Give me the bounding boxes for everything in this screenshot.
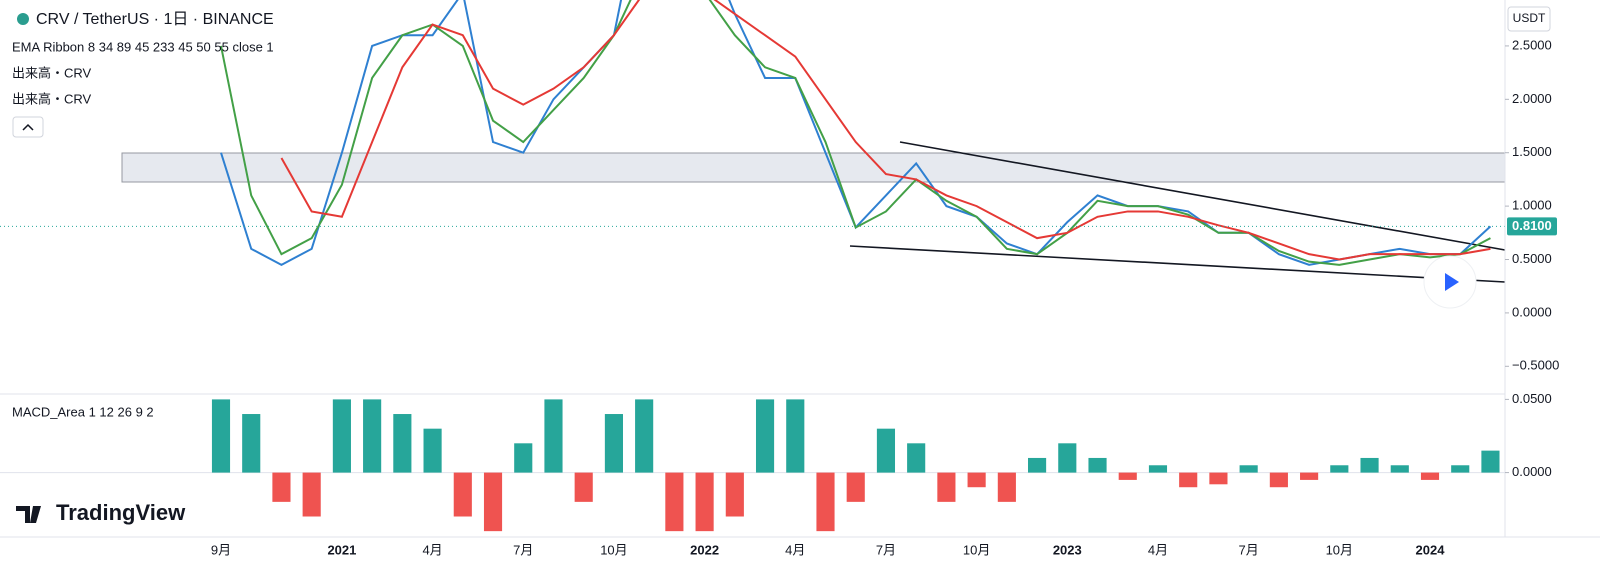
macd-bar [786,399,805,473]
x-tick-label: 4月 [1148,542,1168,557]
brand-logo [16,506,41,523]
macd-bar [816,472,835,532]
macd-bar [725,472,744,517]
macd-bar [332,399,351,473]
x-tick-label: 7月 [1239,542,1259,557]
macd-bar [1058,443,1077,473]
macd-bar [1088,457,1107,473]
currency-button[interactable] [1507,6,1551,32]
drawings [121,141,1506,283]
macd-bar [242,414,261,473]
macd-bar [1269,472,1288,488]
macd-bar [1330,465,1349,473]
macd-bar [272,472,291,502]
y-tick-label: 0.5000 [1512,251,1552,266]
x-tick-label: 10月 [600,542,627,557]
macd-bar [665,472,684,532]
macd-bar [1360,457,1379,473]
macd-bar [423,428,442,473]
macd-bar [1300,472,1319,480]
macd-bar [1179,472,1198,488]
y-tick-label: −0.5000 [1512,358,1559,373]
x-tick-label: 9月 [211,542,231,557]
x-tick-label: 2024 [1416,542,1446,557]
x-tick-label: 2021 [327,542,356,557]
play-icon [1445,273,1459,291]
macd-bar [937,472,956,502]
macd-label: MACD_Area 1 12 26 9 2 [12,404,154,419]
y-tick-label: 0.0000 [1512,464,1552,479]
macd-bar [1481,450,1500,473]
macd-bar [1420,472,1440,480]
y-tick-label: 2.0000 [1512,91,1552,106]
macd-bar [1209,472,1228,485]
macd-bar [604,414,623,473]
price-pane [0,0,1505,266]
title: CRV / TetherUS · 1日 · BINANCE [36,11,274,28]
macd-bar [967,472,986,488]
macd-bar [755,399,775,473]
macd-bar [1239,465,1258,473]
macd-bar [363,399,382,473]
logo [17,13,29,25]
macd-bar [1390,465,1409,473]
macd-bar [483,472,503,532]
macd-bar [907,443,926,473]
y-tick-label: 0.0500 [1512,391,1552,406]
x-tick-label: 10月 [1326,542,1353,557]
macd-bar [302,472,321,517]
macd-bar [1028,457,1047,473]
brand: TradingView [56,500,186,525]
x-tick-label: 4月 [422,542,442,557]
collapse-button[interactable] [12,116,44,138]
macd-bar [997,472,1016,502]
zone [121,152,1506,183]
macd-pane [0,399,1505,532]
indicator-label: 出来高・CRV [12,91,92,106]
macd-bar [635,399,654,473]
collapse-icon [22,123,34,131]
y-tick-label: 1.5000 [1512,144,1552,159]
macd-bar [453,472,472,517]
indicator-label: 出来高・CRV [12,65,92,80]
trendline [849,245,1506,283]
macd-bar [876,428,896,473]
last-price-box [1507,217,1557,236]
macd-bar [393,414,412,473]
macd-bar [695,472,714,532]
macd-bar [1148,465,1168,473]
macd-bar [544,399,563,473]
x-tick-label: 7月 [513,542,533,557]
macd-bar [211,399,231,473]
macd-bar [574,472,593,502]
x-tick-label: 4月 [785,542,805,557]
x-tick-label: 7月 [876,542,896,557]
trendline [899,141,1506,251]
x-tick-label: 2023 [1053,542,1082,557]
y-tick-label: 1.0000 [1512,198,1552,213]
last-price-label: 0.8100 [1512,218,1552,233]
x-tick-label: 2022 [690,542,719,557]
indicator-label: EMA Ribbon 8 34 89 45 233 45 50 55 close… [12,39,274,54]
series-line [280,0,1491,261]
currency: USDT [1513,11,1546,25]
macd-bar [846,472,865,502]
macd-bar [1118,472,1137,480]
y-tick-label: 0.0000 [1512,304,1552,319]
x-tick-label: 10月 [963,542,990,557]
y-tick-label: 2.5000 [1512,37,1552,52]
macd-bar [1451,465,1470,473]
macd-bar [514,443,533,473]
